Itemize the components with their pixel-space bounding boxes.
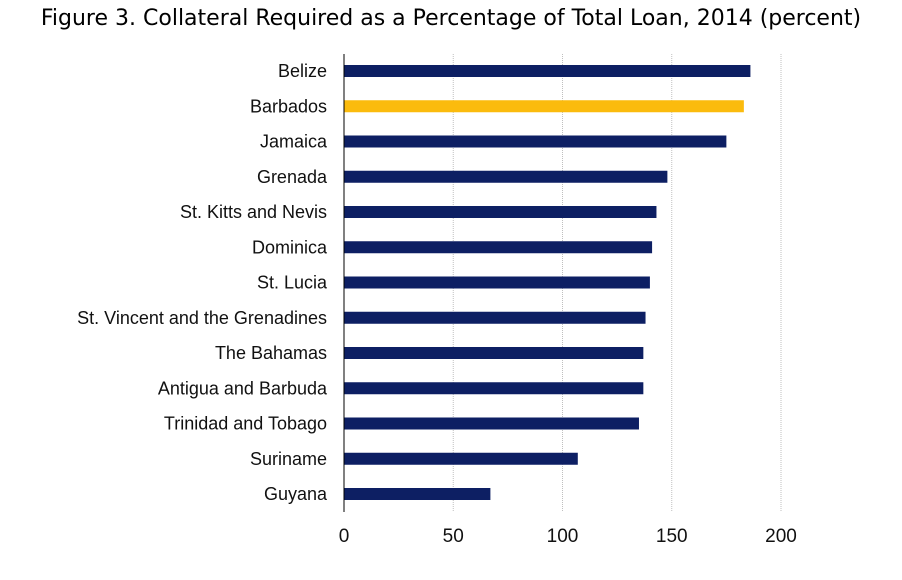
category-label: Grenada (257, 167, 328, 187)
bars (344, 65, 751, 500)
bar-st-kitts-and-nevis (344, 206, 657, 218)
bar-barbados (344, 100, 744, 113)
category-label: The Bahamas (215, 343, 327, 363)
x-tick-label: 100 (547, 526, 579, 547)
category-label: St. Kitts and Nevis (180, 202, 327, 222)
tick-labels: 0 50 100 150 200 (339, 526, 797, 547)
bar-suriname (344, 452, 578, 465)
x-tick-label: 0 (339, 526, 350, 547)
category-label: Dominica (252, 237, 328, 257)
category-label: Trinidad and Tobago (164, 414, 327, 434)
bar-st-lucia (344, 276, 650, 289)
bar-belize (344, 65, 751, 77)
x-tick-label: 50 (443, 526, 464, 547)
bar-the-bahamas (344, 347, 644, 359)
bar-antigua-and-barbuda (344, 382, 644, 395)
category-label: Antigua and Barbuda (158, 378, 328, 398)
category-label: Belize (278, 61, 327, 81)
category-label: Suriname (250, 449, 327, 469)
x-tick-label: 200 (765, 526, 797, 547)
bar-grenada (344, 170, 668, 183)
bar-trinidad-and-tobago (344, 417, 639, 430)
category-label: Jamaica (260, 132, 328, 152)
bar-dominica (344, 241, 653, 254)
bar-jamaica (344, 135, 727, 148)
bar-st-vincent-and-the-grenadines (344, 311, 646, 324)
category-label: St. Lucia (257, 273, 328, 293)
chart-title: Figure 3. Collateral Required as a Perce… (40, 6, 862, 31)
bar-guyana (344, 488, 491, 500)
x-tick-label: 150 (656, 526, 688, 547)
category-label: Barbados (250, 96, 327, 116)
category-labels: Belize Barbados Jamaica Grenada St. Kitts an… (77, 61, 328, 504)
category-label: St. Vincent and the Grenadines (77, 308, 327, 328)
category-label: Guyana (264, 484, 328, 504)
